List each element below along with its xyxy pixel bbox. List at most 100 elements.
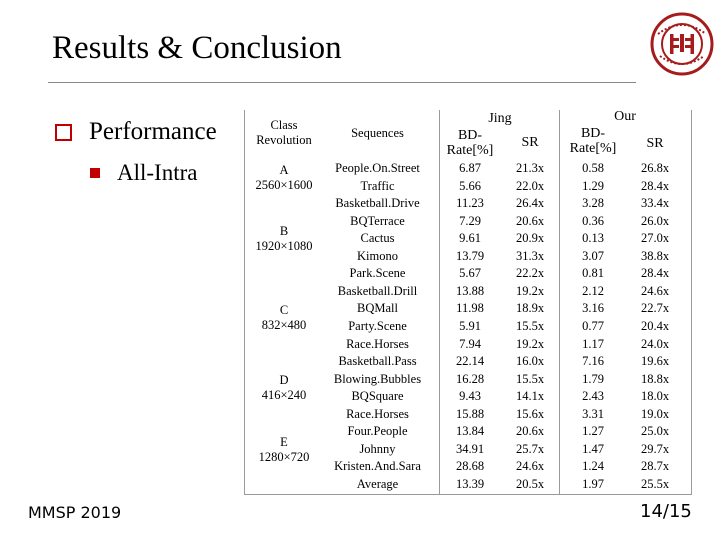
header-jing-bdrate-line2: Rate[%] (446, 143, 494, 158)
jing-bdrate-cell: 16.28 (455, 371, 485, 386)
class-name: E (280, 435, 288, 449)
jing-sr-cell: 20.9x (515, 231, 545, 246)
our-bdrate-cell: 0.77 (582, 318, 604, 333)
jing-bdrate-cell: 13.88 (455, 283, 485, 298)
our-bdrate-cell: 1.17 (582, 336, 604, 351)
sequence-cell: Kimono (357, 248, 398, 263)
class-name: B (279, 224, 289, 238)
our-bdrate-cell: 1.97 (582, 476, 604, 491)
our-bdrate-cell: 1.79 (582, 371, 604, 386)
header-jing-bdrate-line1: BD- (457, 128, 483, 143)
our-sr-cell: 18.8x (640, 371, 670, 386)
our-sr-cell: 24.6x (640, 283, 670, 298)
jing-bdrate-cell: 5.91 (459, 318, 481, 333)
sequence-cell: Blowing.Bubbles (333, 371, 422, 386)
jing-bdrate-cell: 11.23 (456, 196, 484, 211)
header-jing-sr: SR (521, 135, 539, 150)
sequence-cell: Cactus (360, 231, 395, 246)
jing-sr-cell: 20.6x (515, 213, 545, 228)
class-b: B 1920×1080 (240, 224, 328, 254)
sequence-cell: Race.Horses (346, 336, 409, 351)
hollow-square-icon (55, 123, 72, 141)
sequence-cell: BQTerrace (350, 213, 405, 228)
jing-sr-cell: 20.5x (515, 476, 545, 491)
header-class-line1: Class (270, 118, 298, 132)
class-resolution: 1920×1080 (255, 239, 313, 253)
jing-sr-cell: 26.4x (515, 196, 545, 211)
jing-sr-cell: 21.3x (515, 161, 545, 175)
jing-sr-cell: 15.5x (515, 318, 545, 333)
sequence-cell: Basketball.Pass (338, 354, 417, 369)
our-bdrate-cell: 1.47 (582, 441, 604, 456)
our-bdrate-cell: 0.13 (582, 231, 604, 246)
header-sequences: Sequences (351, 126, 404, 140)
jing-sr-cell: 22.2x (515, 266, 545, 281)
our-sr-cell: 19.0x (640, 406, 670, 421)
table-divider-jing (439, 110, 440, 495)
our-sr-cell: 25.0x (640, 424, 670, 439)
jing-sr-cell: 31.3x (515, 248, 545, 263)
class-name: C (279, 303, 289, 317)
sequence-cell: Race.Horses (346, 406, 409, 421)
jing-sr-cell: 16.0x (515, 354, 545, 369)
sequence-cell: Kristen.And.Sara (334, 459, 421, 474)
jing-sr-cell: 25.7x (515, 441, 545, 456)
our-sr-cell: 27.0x (640, 231, 670, 246)
jing-sr-cell: 19.2x (515, 283, 545, 298)
jing-sr-cell: 20.6x (515, 424, 545, 439)
jing-bdrate-cell: 13.39 (455, 476, 485, 491)
sequence-cell: BQMall (357, 301, 398, 316)
our-sr-cell: 18.0x (640, 389, 670, 404)
our-sr-cell: 26.0x (640, 213, 670, 228)
class-d: D 416×240 (240, 373, 328, 403)
our-bdrate-cell: 1.27 (582, 424, 604, 439)
university-seal-logo (650, 12, 714, 76)
class-resolution: 832×480 (261, 318, 307, 332)
jing-bdrate-cell: 5.66 (459, 178, 481, 193)
jing-sr-cell: 15.6x (515, 406, 545, 421)
header-our: Our (614, 109, 636, 124)
bullet-all-intra: All-Intra (90, 160, 197, 186)
our-bdrate-cell: 3.31 (582, 406, 604, 421)
sequence-cell: Traffic (360, 178, 395, 193)
sequence-cell: Basketball.Drive (335, 196, 420, 211)
header-class-line2: Revolution (256, 133, 312, 147)
slide-title: Results & Conclusion (52, 30, 342, 66)
jing-sr-cell: 24.6x (515, 459, 545, 474)
header-our-bdrate-line1: BD- (580, 126, 606, 141)
jing-bdrate-cell: 9.43 (459, 389, 481, 404)
our-sr-cell: 28.4x (640, 266, 670, 281)
our-sr-cell: 28.4x (640, 178, 670, 193)
conference-footer: MMSP 2019 (28, 503, 122, 522)
jing-bdrate-cell: 6.87 (459, 161, 481, 175)
class-e: E 1280×720 (240, 435, 328, 465)
bullet-performance-text: Performance (89, 118, 217, 145)
our-bdrate-cell: 0.58 (582, 161, 604, 175)
our-bdrate-cell: 2.43 (582, 389, 604, 404)
title-divider (48, 82, 636, 83)
class-name: D (279, 373, 289, 387)
our-sr-cell: 26.8x (640, 161, 670, 175)
our-bdrate-cell: 7.16 (582, 354, 604, 369)
table-bottom-border (244, 494, 692, 495)
jing-bdrate-cell: 11.98 (456, 301, 484, 316)
sequence-cell: People.On.Street (335, 161, 420, 175)
header-our-bdrate-line2: Rate[%] (569, 141, 617, 156)
our-bdrate-cell: 1.29 (582, 178, 604, 193)
class-resolution: 2560×1600 (255, 178, 313, 192)
jing-bdrate-cell: 7.94 (459, 336, 481, 351)
header-class: Class Revolution (240, 118, 328, 148)
sequence-cell: Park.Scene (349, 266, 406, 281)
class-resolution: 416×240 (261, 388, 307, 402)
jing-bdrate-cell: 5.67 (459, 266, 481, 281)
header-our-sr: SR (646, 136, 664, 151)
page-number: 14/15 (640, 501, 692, 522)
bullet-performance: Performance (55, 118, 217, 146)
our-sr-cell: 20.4x (640, 318, 670, 333)
our-bdrate-cell: 0.36 (582, 213, 604, 228)
jing-bdrate-cell: 7.29 (459, 213, 481, 228)
class-resolution: 1280×720 (258, 450, 310, 464)
table-left-border (244, 110, 245, 495)
table-right-border (691, 110, 692, 495)
